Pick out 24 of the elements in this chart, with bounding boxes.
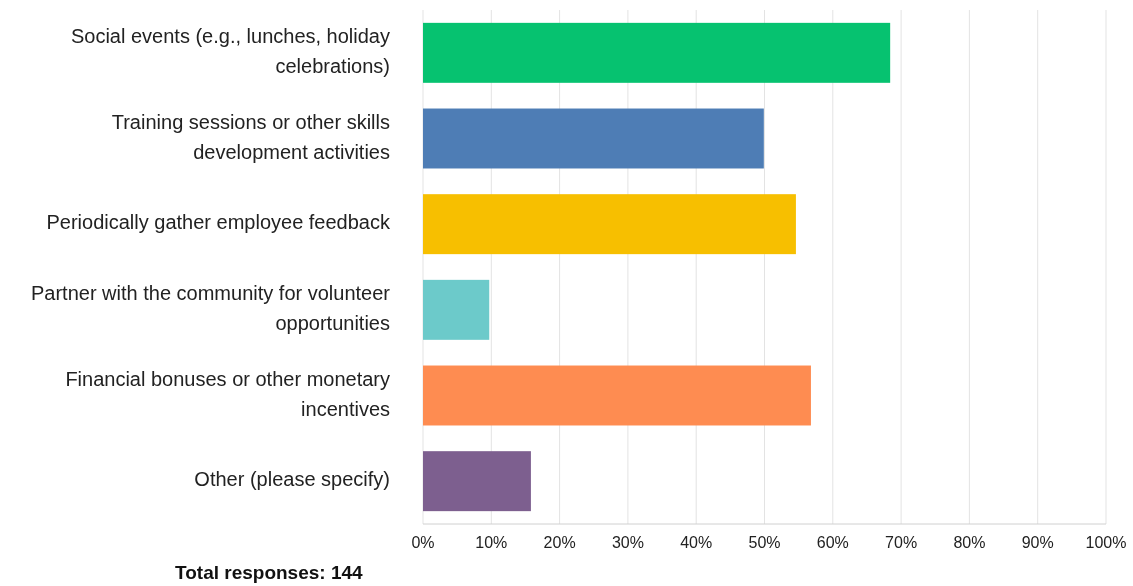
- y-tick-label: Financial bonuses or other monetary incentives: [65, 367, 390, 420]
- x-tick-label: 30%: [611, 534, 644, 551]
- x-tick-label: 90%: [1021, 534, 1054, 551]
- y-tick-label: Partner with the community for volunteer opportunities: [30, 282, 391, 335]
- y-tick-label: Social events (e.g., lunches, holiday celebrations): [70, 25, 390, 78]
- x-tick-label: 100%: [1085, 534, 1127, 551]
- bar: [423, 365, 811, 426]
- x-tick-label: 60%: [816, 534, 849, 551]
- x-tick-label: 10%: [475, 534, 508, 551]
- x-tick-label: 70%: [885, 534, 918, 551]
- x-tick-label: 0%: [411, 534, 435, 551]
- x-tick-label: 80%: [953, 534, 986, 551]
- y-tick-label: Training sessions or other skills development activities: [111, 110, 390, 163]
- text: Total responses: 144: [175, 562, 364, 583]
- bar: [423, 194, 796, 255]
- x-tick-label: 50%: [748, 534, 781, 551]
- y-tick-label: Periodically gather employee feedback: [46, 211, 391, 234]
- x-tick-label: 20%: [543, 534, 576, 551]
- y-tick-label: Other (please specify): [194, 468, 390, 491]
- bar: [423, 22, 891, 83]
- bar: [423, 108, 764, 169]
- bar: [423, 451, 531, 512]
- bar: [423, 279, 490, 340]
- x-tick-label: 40%: [680, 534, 713, 551]
